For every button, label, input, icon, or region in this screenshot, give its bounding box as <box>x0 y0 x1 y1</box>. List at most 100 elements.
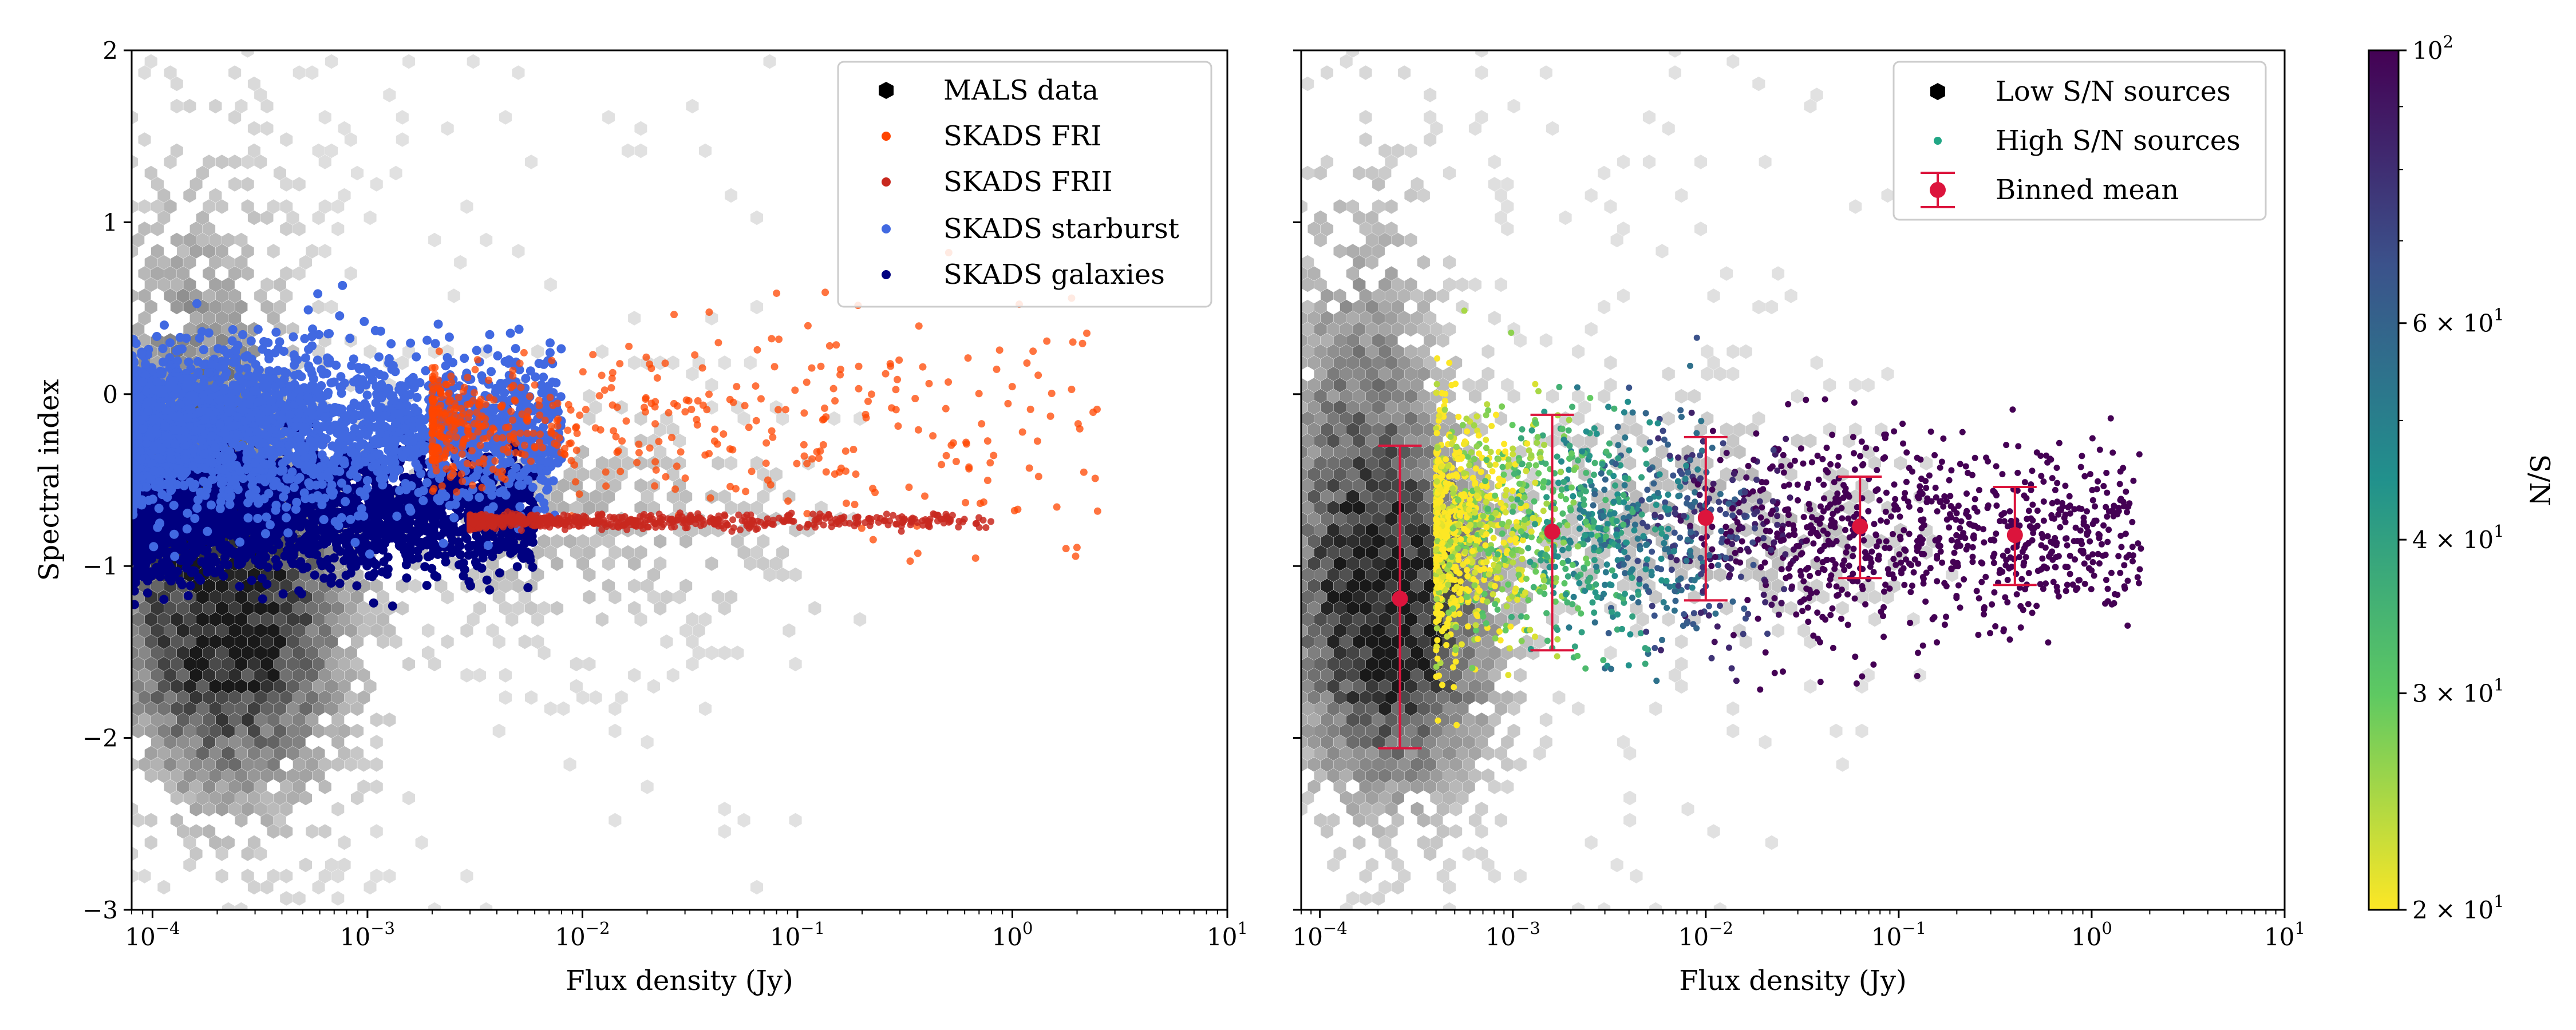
hexbin-cell <box>299 255 312 270</box>
hexbin-cell <box>725 188 738 203</box>
hexbin-cell <box>209 835 222 850</box>
hexbin-cell <box>654 445 667 459</box>
hexbin-cell <box>306 601 319 616</box>
hexbin-cell <box>247 143 260 159</box>
hexbin-cell <box>144 165 157 181</box>
hexbin-cell <box>441 589 454 605</box>
hexbin-cell <box>189 735 203 750</box>
hexbin-cell <box>364 210 377 225</box>
hexbin-cell <box>551 556 564 571</box>
hexbin-cell <box>151 177 164 192</box>
hexbin-cell <box>654 534 667 549</box>
hexbin-cell <box>280 645 293 660</box>
hexbin-cell <box>602 534 615 549</box>
hexbin-cell <box>151 199 164 214</box>
hexbin-cell <box>260 679 274 694</box>
hexbin-cell <box>370 623 383 638</box>
hexbin-cell <box>260 277 274 292</box>
hexbin-cell <box>563 467 576 482</box>
galaxy-point <box>243 548 252 557</box>
hexbin-cell <box>854 612 867 627</box>
hexbin-cell <box>389 634 402 649</box>
hexbin-cell <box>673 589 686 605</box>
hexbin-cell <box>132 110 138 125</box>
hexbin-cell <box>215 690 228 705</box>
galaxy-point <box>376 493 386 502</box>
hexbin-cell <box>247 121 260 136</box>
hexbin-cell <box>286 612 299 627</box>
hexbin-cell <box>763 567 776 583</box>
galaxy-point <box>164 560 174 570</box>
hexbin-cell <box>370 869 383 884</box>
galaxy-point <box>159 595 169 604</box>
hexbin-cell <box>370 579 383 593</box>
hexbin-cell <box>357 668 370 683</box>
hexbin-cell <box>215 645 228 660</box>
hexbin-cell <box>151 266 164 281</box>
hexbin-cell <box>196 165 209 181</box>
hexbin-cell <box>164 601 177 616</box>
hexbin-cell <box>531 634 544 649</box>
hexbin-cell <box>241 244 254 259</box>
hexbin-cell <box>209 188 222 203</box>
hexbin-cell <box>228 154 242 169</box>
hexbin-cell <box>331 869 345 884</box>
hexbin-cell <box>576 534 590 549</box>
hexbin-cell <box>351 634 364 649</box>
hexbin-cell <box>583 411 596 426</box>
hexbin-cell <box>138 221 151 236</box>
hexbin-cell <box>544 701 557 716</box>
hexbin-cell <box>267 199 280 214</box>
hexbin-cell <box>241 690 254 705</box>
hexbin-cell <box>628 311 641 326</box>
hexbin-cell <box>338 857 351 873</box>
galaxy-point <box>155 572 165 581</box>
starburst-point <box>289 332 298 342</box>
hexbin-cell <box>286 634 299 649</box>
hexbin-cell <box>293 65 306 80</box>
hexbin-cell <box>621 455 634 471</box>
hexbin-cell <box>183 255 196 270</box>
galaxy-point <box>482 575 492 585</box>
galaxy-point <box>227 508 236 518</box>
left-scatter <box>132 249 1101 611</box>
galaxy-point <box>466 581 476 591</box>
galaxy-point <box>368 572 377 581</box>
hexbin-cell <box>254 712 267 727</box>
starburst-point <box>313 289 323 299</box>
hexbin-cell <box>189 802 203 817</box>
hexbin-cell <box>647 500 660 516</box>
galaxy-point <box>432 547 441 557</box>
hexbin-cell <box>318 244 331 259</box>
hexbin-cell <box>628 355 641 370</box>
hexbin-cell <box>763 54 776 69</box>
hexbin-cell <box>209 277 222 292</box>
hexbin-cell <box>699 143 712 159</box>
starburst-point <box>170 552 180 561</box>
hexbin-cell <box>293 601 306 616</box>
hexbin-cell <box>157 188 171 203</box>
hexbin-cell <box>286 210 299 225</box>
hexbin-cell <box>215 757 228 772</box>
galaxy-point <box>185 549 195 559</box>
starburst-point <box>206 500 216 510</box>
galaxy-point <box>432 572 442 582</box>
galaxy-point <box>526 556 535 565</box>
hexbin-cell <box>551 601 564 616</box>
hexbin-cell <box>518 634 531 649</box>
hexbin-cell <box>132 869 138 884</box>
hexbin-cell <box>177 712 190 727</box>
hexbin-cell <box>609 589 622 605</box>
hexbin-cell <box>215 712 228 727</box>
hexbin-cell <box>157 746 171 761</box>
hexbin-cell <box>170 612 183 627</box>
hexbin-cell <box>318 757 331 772</box>
hexbin-cell <box>634 121 647 136</box>
hexbin-cell <box>589 489 602 504</box>
hexbin-cell <box>280 712 293 727</box>
hexbin-cell <box>705 378 718 393</box>
hexbin-cell <box>196 768 209 783</box>
hexbin-cell <box>241 712 254 727</box>
hexbin-cell <box>602 110 615 125</box>
hexbin-cell <box>241 177 254 192</box>
